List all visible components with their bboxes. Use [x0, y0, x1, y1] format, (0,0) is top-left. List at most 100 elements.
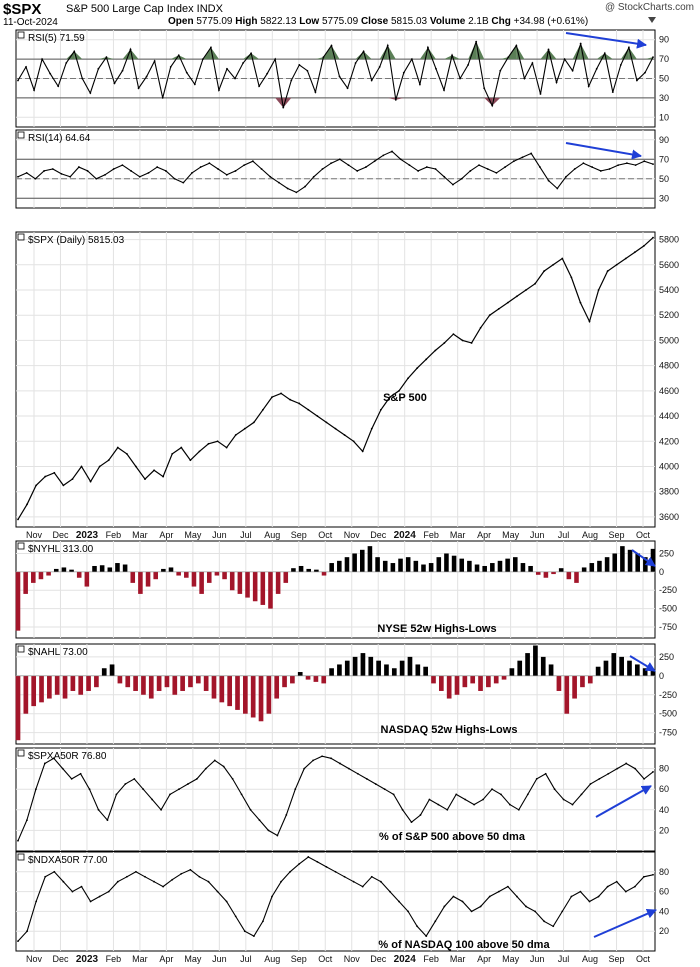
- hl-bar: [62, 675, 68, 699]
- data-point: [278, 181, 280, 184]
- hl-bar: [61, 567, 67, 572]
- data-point: [325, 421, 328, 424]
- data-point: [213, 759, 216, 762]
- y-tick-label: 60: [659, 784, 669, 794]
- hl-bar: [70, 675, 76, 691]
- data-point: [153, 469, 155, 472]
- hl-bar: [290, 675, 295, 684]
- overbought-fill: [620, 47, 629, 60]
- data-point: [104, 173, 106, 176]
- data-point: [615, 263, 618, 266]
- data-point: [361, 450, 364, 453]
- data-point: [321, 755, 323, 758]
- hl-bar: [69, 569, 74, 572]
- data-point: [234, 170, 237, 172]
- hl-bar: [513, 557, 518, 572]
- month-label-top: Dec: [52, 530, 69, 540]
- data-point: [452, 183, 454, 186]
- month-label-top: 2024: [394, 530, 417, 541]
- data-point: [634, 767, 637, 770]
- month-label-bottom: 2023: [76, 954, 99, 965]
- data-point: [580, 793, 583, 796]
- low-label: Low: [299, 16, 320, 27]
- hl-bar: [337, 560, 342, 572]
- overbought-fill: [98, 57, 107, 60]
- data-point: [79, 772, 82, 775]
- symbol[interactable]: $SPX: [3, 1, 42, 18]
- data-point: [561, 257, 564, 260]
- hl-bar: [619, 656, 624, 676]
- hl-bar: [407, 656, 413, 676]
- data-point: [80, 885, 83, 888]
- data-point: [107, 459, 110, 462]
- data-point: [482, 798, 484, 801]
- data-point: [491, 104, 494, 107]
- data-point: [51, 168, 54, 170]
- hl-bar: [620, 546, 625, 572]
- data-point: [461, 900, 464, 903]
- data-point: [343, 875, 346, 878]
- overbought-fill: [572, 43, 581, 60]
- data-point: [153, 60, 156, 62]
- hl-bar: [627, 549, 633, 572]
- data-point: [262, 408, 264, 411]
- data-point: [325, 865, 328, 868]
- data-point: [314, 91, 317, 93]
- month-label-top: Mar: [450, 530, 466, 540]
- y-tick-label: 90: [659, 35, 669, 45]
- hl-bar: [53, 568, 59, 572]
- y-tick-label: 3800: [659, 487, 679, 497]
- data-point: [171, 452, 174, 455]
- data-point: [260, 168, 263, 170]
- hl-bar: [431, 675, 436, 684]
- data-point: [598, 778, 601, 780]
- data-point: [121, 164, 124, 167]
- data-point: [534, 282, 536, 285]
- month-label-bottom: Sep: [609, 954, 625, 964]
- data-point: [322, 56, 325, 59]
- hl-bar: [459, 558, 465, 572]
- data-point: [483, 87, 486, 90]
- data-point: [491, 788, 493, 791]
- data-point: [129, 48, 132, 51]
- y-tick-label: 4000: [659, 461, 679, 471]
- hl-bar: [206, 571, 212, 583]
- hl-bar: [574, 571, 579, 583]
- hl-bar: [486, 675, 491, 688]
- hl-bar: [321, 675, 327, 684]
- close-value: 5815.03: [390, 16, 428, 27]
- overbought-fill: [604, 53, 613, 60]
- hl-bar: [298, 565, 304, 572]
- data-point: [573, 168, 576, 170]
- data-point: [44, 475, 47, 478]
- hl-bar: [436, 557, 442, 572]
- data-point: [509, 803, 511, 806]
- panel-frame-5: [15, 747, 656, 852]
- data-point: [17, 518, 19, 521]
- data-point: [643, 244, 645, 247]
- hl-bar: [478, 675, 483, 691]
- y-tick-label: -750: [659, 622, 677, 632]
- data-point: [517, 808, 520, 811]
- data-point: [60, 172, 63, 175]
- hl-bar: [107, 567, 113, 572]
- data-point: [597, 895, 600, 898]
- data-point: [144, 478, 146, 480]
- data-point: [107, 890, 110, 893]
- data-point: [531, 62, 534, 64]
- data-point: [334, 427, 337, 430]
- overbought-fill: [243, 53, 252, 60]
- hl-bar: [313, 675, 319, 682]
- y-tick-label: 30: [659, 193, 669, 203]
- month-label-bottom: Nov: [344, 954, 361, 964]
- data-point: [316, 415, 319, 417]
- data-point: [374, 783, 377, 785]
- y-tick-label: 5400: [659, 285, 679, 295]
- data-point: [507, 56, 510, 59]
- data-point: [26, 503, 28, 506]
- dropdown-triangle-icon[interactable]: [648, 17, 656, 23]
- hl-bar: [558, 568, 564, 572]
- data-point: [135, 465, 137, 468]
- data-point: [530, 152, 533, 155]
- hl-bar: [548, 664, 554, 676]
